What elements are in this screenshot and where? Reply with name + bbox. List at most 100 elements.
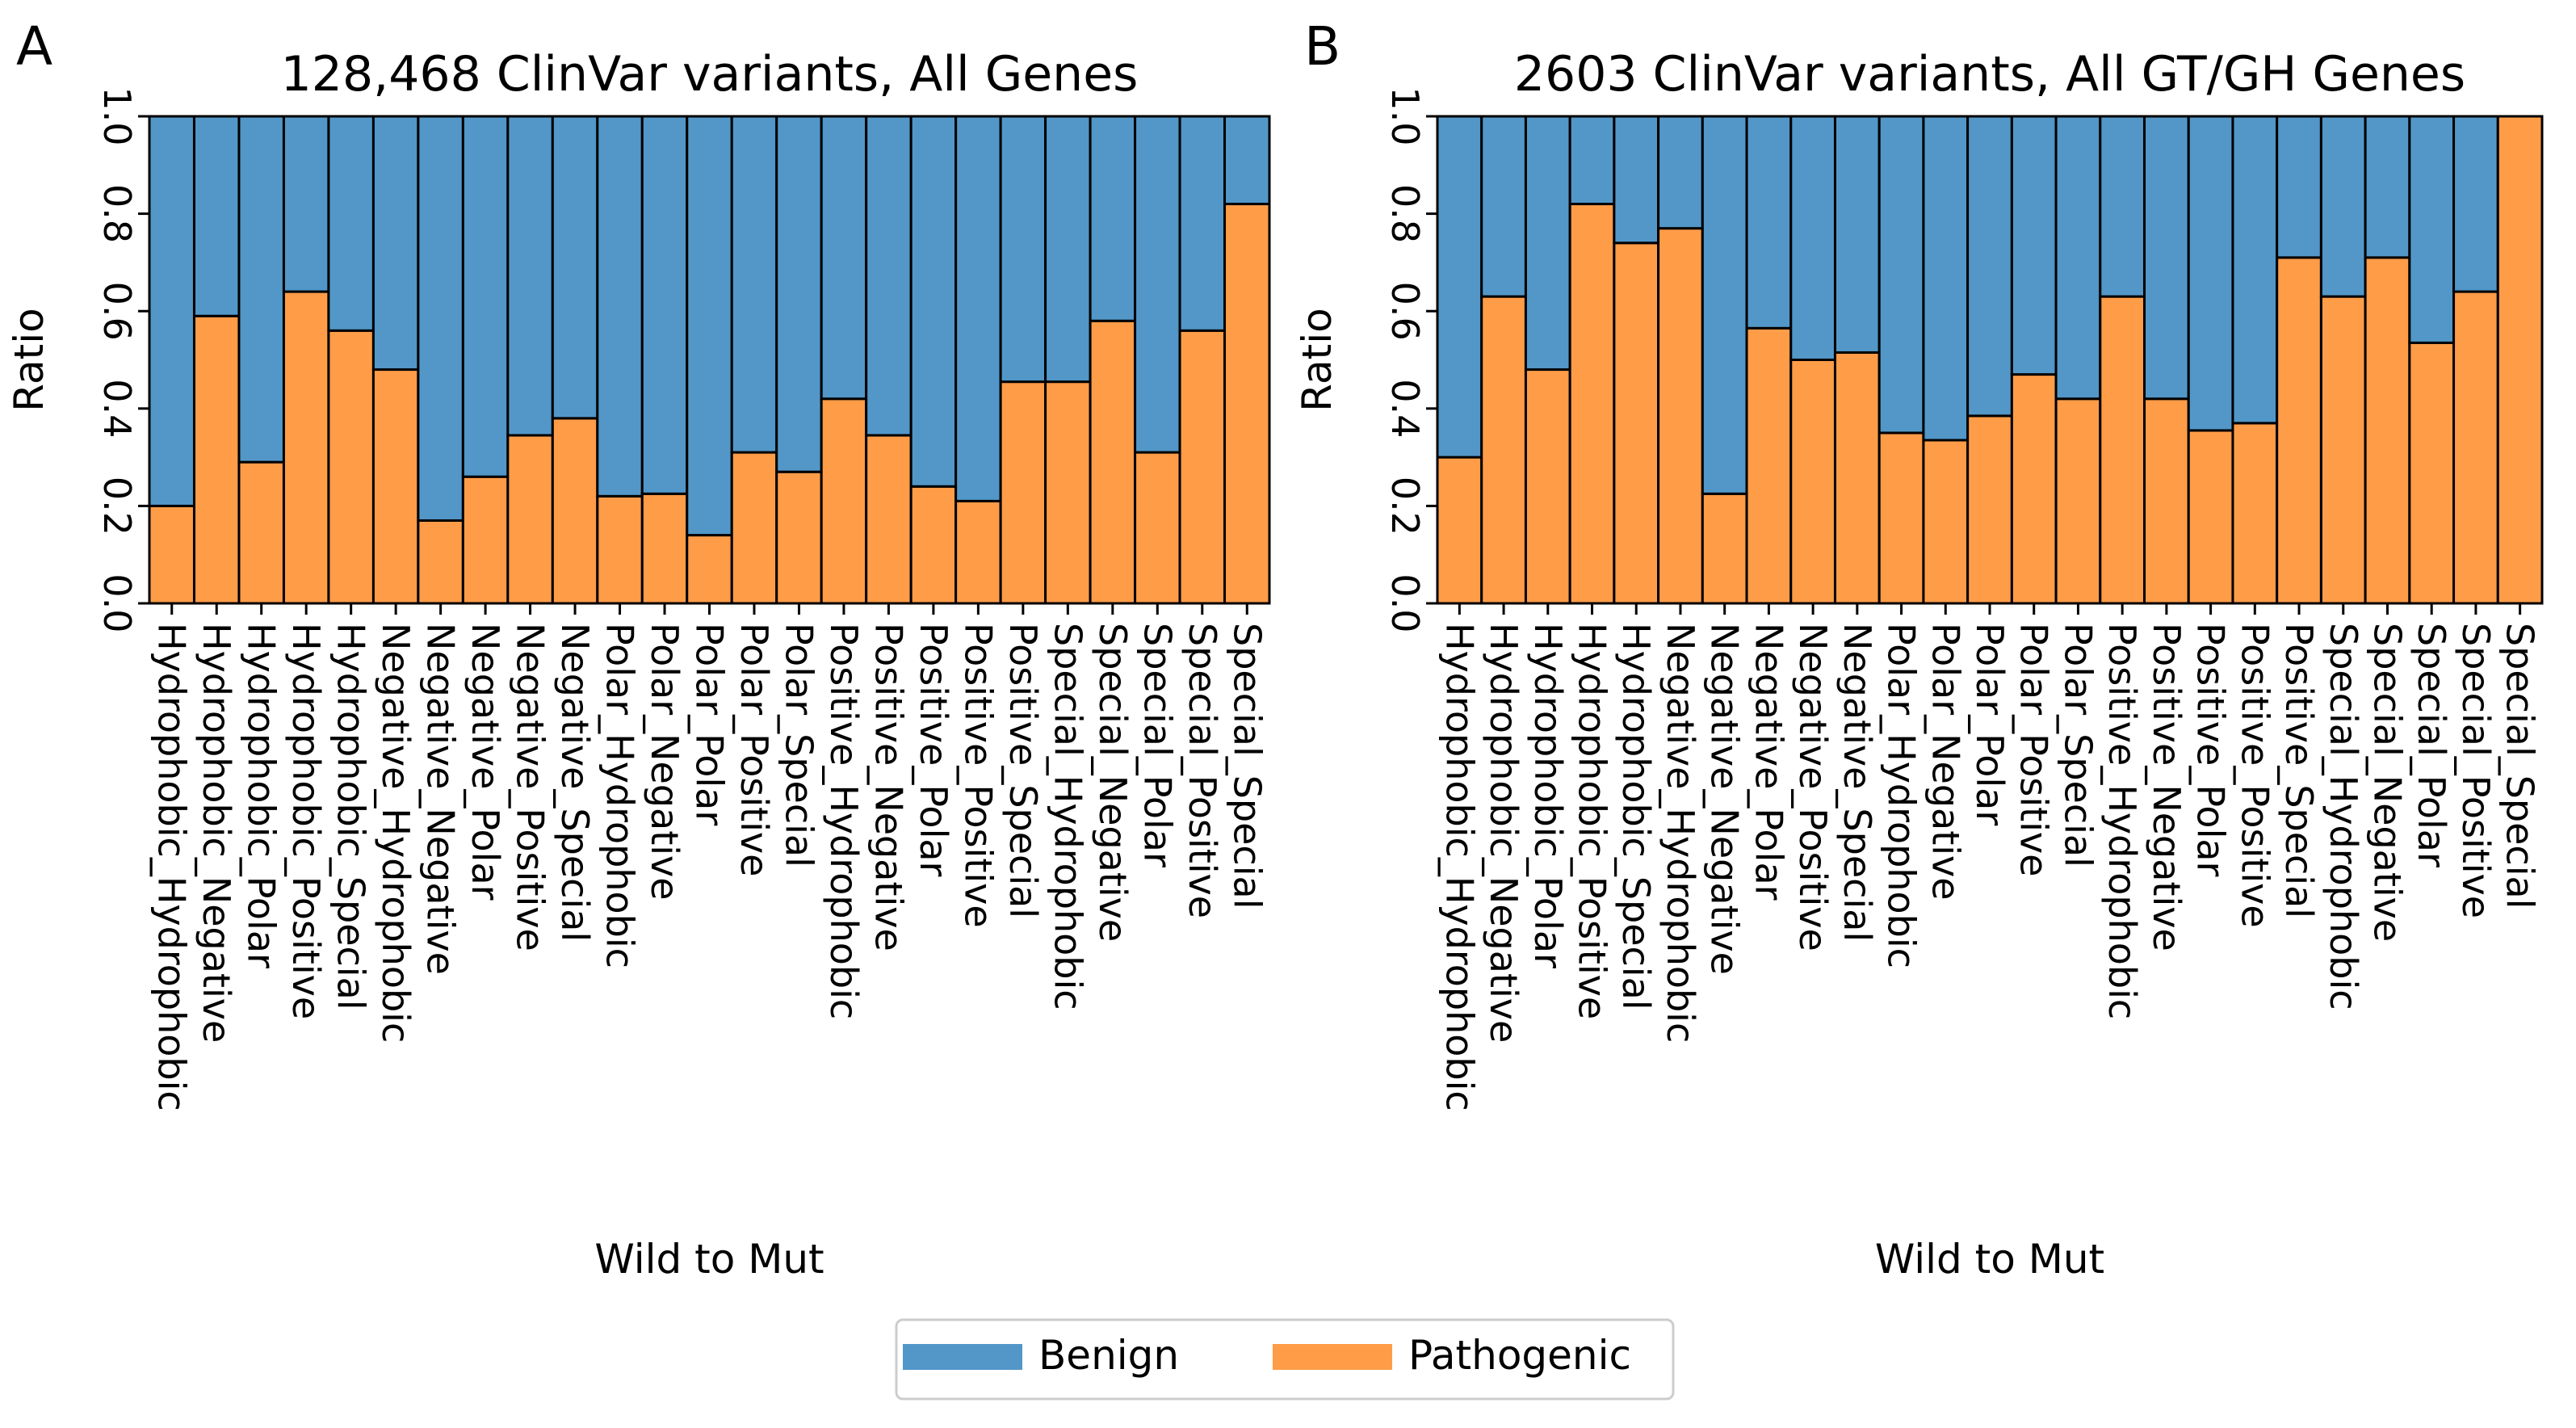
bar-pathogenic-hydrophobic-hydrophobic <box>148 504 195 605</box>
bar-pathogenic-special-positive <box>1178 329 1227 605</box>
bar-benign-positive-hydrophobic <box>2099 115 2146 298</box>
x-tick-label-polar-negative: Polar_Negative <box>643 623 686 901</box>
bar-benign-polar-negative <box>1922 115 1970 442</box>
x-tick-label-hydrophobic-polar: Hydrophobic_Polar <box>240 623 283 968</box>
bar-pathogenic-hydrophobic-polar <box>1524 368 1571 605</box>
x-tick-label-special-polar: Special_Polar <box>1135 623 1179 867</box>
bar-pathogenic-polar-negative <box>640 492 689 605</box>
bar-pathogenic-positive-special <box>2276 256 2322 605</box>
bar-benign-hydrophobic-negative <box>192 115 241 317</box>
x-tick-label-special-polar: Special_Polar <box>2410 623 2453 867</box>
bar-benign-special-hydrophobic <box>2319 115 2367 298</box>
bar-benign-positive-positive <box>954 115 1002 502</box>
bar-benign-negative-hydrophobic <box>1657 115 1704 230</box>
bar-benign-polar-negative <box>640 115 689 495</box>
x-tick-label-special-negative: Special_Negative <box>1091 623 1135 942</box>
x-tick-label-hydrophobic-special: Hydrophobic_Special <box>1614 623 1658 1010</box>
chart-title: 128,468 ClinVar variants, All Genes <box>281 46 1139 103</box>
x-axis-label: Wild to Mut <box>594 1236 824 1283</box>
x-tick-label-polar-positive: Polar_Positive <box>2012 623 2056 876</box>
bar-pathogenic-special-negative <box>2364 256 2411 605</box>
y-tick-label: 0.2 <box>1383 477 1427 536</box>
bar-pathogenic-special-special <box>2496 115 2544 605</box>
bar-pathogenic-negative-polar <box>1745 326 1793 605</box>
bar-pathogenic-hydrophobic-hydrophobic <box>1436 456 1483 605</box>
bar-benign-negative-special <box>551 115 599 420</box>
bar-pathogenic-hydrophobic-positive <box>1568 203 1616 605</box>
legend: Benign Pathogenic <box>895 1318 1675 1401</box>
y-tick-label: 0.6 <box>95 282 139 341</box>
bar-benign-negative-polar <box>461 115 510 478</box>
y-axis-label: Ratio <box>1294 308 1340 411</box>
x-tick-label-polar-positive: Polar_Positive <box>732 623 776 876</box>
bar-pathogenic-special-hydrophobic <box>1044 380 1092 605</box>
bar-benign-polar-hydrophobic <box>596 115 644 498</box>
bar-pathogenic-special-positive <box>2452 290 2499 605</box>
bar-benign-special-special <box>1223 115 1271 206</box>
bar-pathogenic-polar-polar <box>1966 414 2013 605</box>
bar-benign-hydrophobic-positive <box>1568 115 1616 206</box>
bar-benign-hydrophobic-positive <box>282 115 330 293</box>
bar-benign-hydrophobic-special <box>1613 115 1660 245</box>
x-tick-label-negative-negative: Negative_Negative <box>1703 623 1747 975</box>
x-tick-label-positive-positive: Positive_Positive <box>2233 623 2276 928</box>
bar-pathogenic-negative-special <box>1833 351 1881 605</box>
bar-pathogenic-negative-negative <box>1701 492 1748 605</box>
y-tick-label: 1.0 <box>1383 86 1427 145</box>
x-tick-label-hydrophobic-negative: Hydrophobic_Negative <box>1482 623 1525 1043</box>
x-tick-label-polar-special: Polar_Special <box>2056 623 2100 867</box>
x-tick-label-hydrophobic-positive: Hydrophobic_Positive <box>284 623 328 1019</box>
x-tick-label-negative-polar: Negative_Polar <box>1747 623 1790 901</box>
x-tick-label-hydrophobic-negative: Hydrophobic_Negative <box>195 623 238 1043</box>
bar-benign-positive-special <box>2276 115 2322 259</box>
y-tick-label: 0.4 <box>1383 379 1427 438</box>
x-tick-label-polar-polar: Polar_Polar <box>688 623 732 825</box>
bar-benign-polar-polar <box>686 115 733 537</box>
x-tick-label-positive-polar: Positive_Polar <box>912 623 955 877</box>
bar-benign-negative-positive <box>506 115 554 437</box>
bar-benign-polar-hydrophobic <box>1877 115 1925 435</box>
x-tick-label-special-special: Special_Special <box>1225 623 1269 909</box>
x-tick-label-hydrophobic-positive: Hydrophobic_Positive <box>1571 623 1614 1019</box>
x-tick-label-positive-hydrophobic: Positive_Hydrophobic <box>2100 623 2144 1019</box>
bar-benign-special-negative <box>1089 115 1137 322</box>
x-tick-label-positive-positive: Positive_Positive <box>956 623 1000 928</box>
legend-label-benign: Benign <box>1038 1332 1179 1379</box>
x-tick-label-positive-special: Positive_Special <box>2277 623 2321 918</box>
x-tick-label-special-positive: Special_Positive <box>2454 623 2498 918</box>
panel-a: A 128,468 ClinVar variants, All Genes Hydr… <box>6 15 1271 1283</box>
bar-benign-special-negative <box>2364 115 2411 259</box>
bar-benign-positive-negative <box>2143 115 2190 401</box>
bar-benign-negative-hydrophobic <box>371 115 420 372</box>
bar-pathogenic-negative-negative <box>417 519 464 605</box>
bar-pathogenic-special-negative <box>1089 319 1137 605</box>
x-axis-label: Wild to Mut <box>1875 1236 2104 1283</box>
chart-title: 2603 ClinVar variants, All GT/GH Genes <box>1514 46 2465 103</box>
y-axis-label: Ratio <box>6 308 52 411</box>
x-tick-label-negative-hydrophobic: Negative_Hydrophobic <box>1659 623 1702 1043</box>
x-tick-label-positive-hydrophobic: Positive_Hydrophobic <box>822 623 866 1019</box>
bar-benign-hydrophobic-negative <box>1480 115 1527 298</box>
x-tick-label-special-hydrophobic: Special_Hydrophobic <box>1046 623 1089 1010</box>
x-tick-label-positive-special: Positive_Special <box>1001 623 1045 918</box>
bar-benign-special-polar <box>2408 115 2456 344</box>
bar-benign-negative-negative <box>417 115 464 522</box>
plot-frame <box>148 115 1271 605</box>
y-tick-label: 0.8 <box>1383 184 1427 243</box>
x-tick-label-positive-polar: Positive_Polar <box>2189 623 2233 877</box>
bar-pathogenic-positive-hydrophobic <box>2099 295 2146 605</box>
bar-pathogenic-positive-hydrophobic <box>820 397 868 605</box>
bar-pathogenic-hydrophobic-positive <box>282 290 330 605</box>
bar-benign-special-positive <box>1178 115 1227 332</box>
bar-pathogenic-special-hydrophobic <box>2319 295 2367 605</box>
bar-pathogenic-positive-positive <box>954 499 1002 605</box>
y-tick-label: 0.2 <box>95 477 139 536</box>
x-tick-label-hydrophobic-hydrophobic: Hydrophobic_Hydrophobic <box>150 623 194 1111</box>
bar-pathogenic-polar-positive <box>2010 373 2058 605</box>
bar-benign-special-positive <box>2452 115 2499 293</box>
y-tick-label: 0.4 <box>95 379 139 438</box>
bar-benign-hydrophobic-special <box>327 115 375 332</box>
bar-pathogenic-positive-polar <box>2187 429 2234 605</box>
bar-pathogenic-special-polar <box>1134 451 1181 605</box>
x-tick-label-polar-special: Polar_Special <box>777 623 820 867</box>
